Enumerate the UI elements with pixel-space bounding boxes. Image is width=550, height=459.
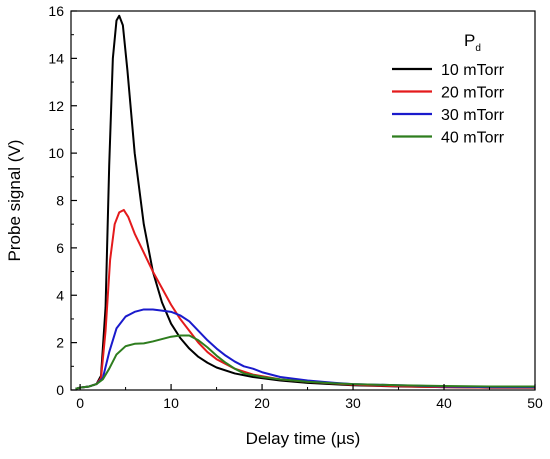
y-tick-label: 12 — [48, 98, 64, 114]
legend-title-main: P — [464, 31, 475, 50]
y-axis-title: Probe signal (V) — [5, 140, 24, 262]
x-tick-label: 20 — [254, 395, 270, 411]
series-line-4 — [75, 334, 535, 390]
y-tick-label: 2 — [56, 335, 64, 351]
y-tick-label: 6 — [56, 240, 64, 256]
y-tick-label: 14 — [48, 50, 64, 66]
y-tick-label: 0 — [56, 382, 64, 398]
legend-label-1: 10 mTorr — [441, 62, 505, 79]
legend-label-4: 40 mTorr — [441, 130, 505, 147]
x-tick-label: 50 — [527, 395, 543, 411]
x-tick-label: 40 — [436, 395, 452, 411]
legend: Pd 10 mTorr 20 mTorr 30 mTorr 40 mTorr — [392, 31, 505, 147]
series-line-2 — [75, 208, 535, 390]
legend-label-3: 30 mTorr — [441, 107, 505, 124]
x-tick-label: 30 — [345, 395, 361, 411]
x-tick-label: 0 — [76, 395, 84, 411]
legend-title-sub: d — [475, 43, 481, 54]
y-tick-label: 16 — [48, 3, 64, 19]
legend-title: Pd — [464, 31, 481, 54]
series-lines — [75, 14, 535, 390]
x-axis-title: Delay time (µs) — [246, 429, 361, 448]
y-tick-label: 4 — [56, 287, 64, 303]
series-line-3 — [75, 308, 535, 390]
series-line-1 — [75, 14, 535, 390]
legend-label-2: 20 mTorr — [441, 85, 505, 102]
y-tick-label: 10 — [48, 145, 64, 161]
y-tick-label: 8 — [56, 193, 64, 209]
axis-ticks: 0 10 20 30 40 50 0 2 4 6 8 10 12 14 16 — [48, 3, 543, 411]
x-tick-label: 10 — [163, 395, 179, 411]
